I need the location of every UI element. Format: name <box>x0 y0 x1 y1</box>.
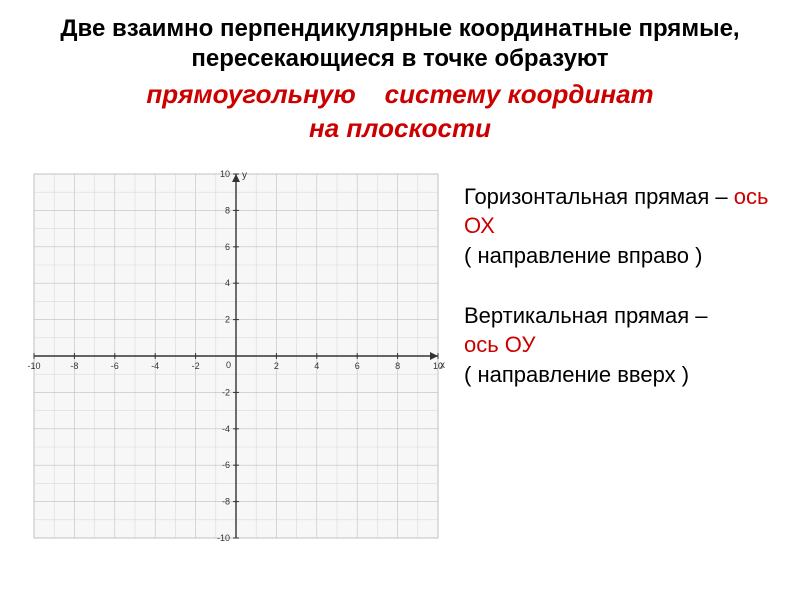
svg-text:10: 10 <box>220 169 230 179</box>
title-red-part2 <box>363 79 377 109</box>
svg-text:0: 0 <box>226 360 231 370</box>
title-red-part1: прямоугольную <box>146 79 355 109</box>
svg-text:4: 4 <box>225 278 230 288</box>
svg-text:-10: -10 <box>217 533 230 543</box>
svg-text:2: 2 <box>274 361 279 371</box>
svg-text:y: y <box>242 170 247 181</box>
title-line1: Две взаимно перпендикулярные координатны… <box>10 14 790 74</box>
vert-axis: ось ОУ <box>464 332 535 357</box>
svg-text:-2: -2 <box>222 387 230 397</box>
svg-text:8: 8 <box>225 205 230 215</box>
svg-text:-6: -6 <box>111 361 119 371</box>
svg-text:-10: -10 <box>27 361 40 371</box>
svg-text:4: 4 <box>314 361 319 371</box>
svg-text:6: 6 <box>355 361 360 371</box>
svg-text:-2: -2 <box>192 361 200 371</box>
horiz-label: Горизонтальная прямая – <box>464 184 734 209</box>
svg-text:2: 2 <box>225 314 230 324</box>
title-red-part3: систему координат <box>385 79 654 109</box>
content-row: -10-10-8-8-6-6-4-4-2-22244668810100xy Го… <box>10 166 790 546</box>
title-line2: прямоугольную систему координат на плоск… <box>10 78 790 146</box>
vert-dir: ( направление вверх ) <box>464 362 689 387</box>
slide-container: Две взаимно перпендикулярные координатны… <box>0 0 800 600</box>
svg-text:-8: -8 <box>70 361 78 371</box>
title-block: Две взаимно перпендикулярные координатны… <box>10 14 790 146</box>
svg-text:-4: -4 <box>151 361 159 371</box>
svg-text:-4: -4 <box>222 423 230 433</box>
svg-text:6: 6 <box>225 241 230 251</box>
coordinate-plane-chart: -10-10-8-8-6-6-4-4-2-22244668810100xy <box>26 166 446 546</box>
title-red-part4: на плоскости <box>309 113 491 143</box>
horiz-dir: ( направление вправо ) <box>464 243 702 268</box>
horizontal-axis-desc: Горизонтальная прямая – ось ОХ ( направл… <box>464 182 790 271</box>
svg-text:-8: -8 <box>222 496 230 506</box>
vert-label: Вертикальная прямая – <box>464 303 708 328</box>
side-text: Горизонтальная прямая – ось ОХ ( направл… <box>464 166 790 420</box>
chart-wrap: -10-10-8-8-6-6-4-4-2-22244668810100xy <box>26 166 446 546</box>
svg-text:-6: -6 <box>222 460 230 470</box>
vertical-axis-desc: Вертикальная прямая – ось ОУ ( направлен… <box>464 301 790 390</box>
svg-text:8: 8 <box>395 361 400 371</box>
svg-text:x: x <box>440 360 445 371</box>
